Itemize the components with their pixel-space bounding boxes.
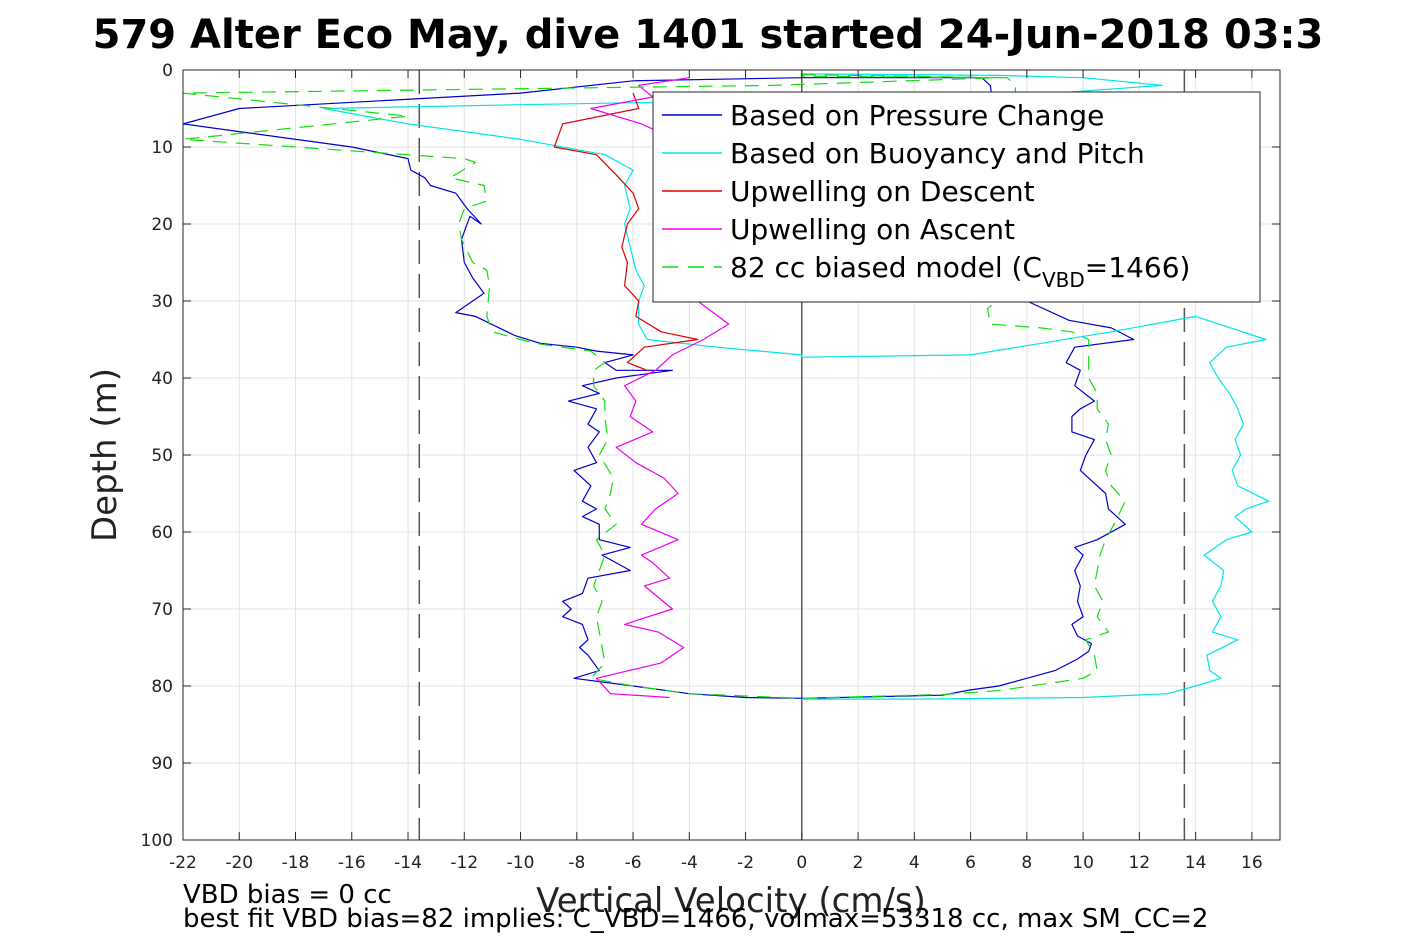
y-tick-label: 0 — [162, 61, 173, 81]
series-line-pressure — [183, 77, 1135, 699]
y-tick-label: 80 — [151, 677, 173, 697]
x-tick-label: -20 — [225, 853, 253, 873]
y-tick-label: 20 — [151, 215, 173, 235]
legend-label-up_asc: Upwelling on Ascent — [730, 213, 1015, 246]
x-tick-label: 2 — [853, 853, 864, 873]
x-tick-label: 8 — [1021, 853, 1032, 873]
y-tick-label: 90 — [151, 754, 173, 774]
legend: Based on Pressure Change Based on Buoyanc… — [652, 91, 1261, 303]
x-tick-label: 12 — [1129, 853, 1151, 873]
x-tick-label: 10 — [1072, 853, 1094, 873]
x-tick-label: -14 — [394, 853, 422, 873]
series-line-up_desc — [553, 92, 699, 371]
y-tick-label: 40 — [151, 369, 173, 389]
x-tick-label: -6 — [625, 853, 642, 873]
series-line-buoyancy — [323, 73, 1270, 700]
legend-label-buoyancy: Based on Buoyancy and Pitch — [730, 137, 1145, 170]
x-tick-label: -4 — [681, 853, 698, 873]
x-tick-label: -12 — [450, 853, 478, 873]
x-tick-label: 14 — [1185, 853, 1207, 873]
y-axis-label: Depth (m) — [85, 368, 125, 542]
series-line-model — [183, 74, 1126, 699]
legend-label-pressure: Based on Pressure Change — [730, 99, 1104, 132]
y-tick-label: 10 — [151, 138, 173, 158]
legend-label-up_desc: Upwelling on Descent — [730, 175, 1035, 208]
x-axis-label: Vertical Velocity (cm/s) — [536, 881, 926, 921]
x-tick-label: -8 — [568, 853, 585, 873]
x-tick-label: 0 — [796, 853, 807, 873]
footnote-vbd-bias: VBD bias = 0 cc — [183, 880, 392, 910]
x-tick-label: 16 — [1241, 853, 1263, 873]
x-tick-label: -22 — [169, 853, 197, 873]
x-tick-label: 6 — [965, 853, 976, 873]
axis-ticks: -22 -20 -18 -16 -14 -12 -10 -8 -6 -4 -2 0 2 4 6 8 10 12 14… — [141, 61, 1280, 873]
x-tick-label: -16 — [338, 853, 366, 873]
y-tick-label: 100 — [141, 831, 173, 851]
x-tick-label: -10 — [507, 853, 535, 873]
y-tick-label: 30 — [151, 292, 173, 312]
chart-title: 579 Alter Eco May, dive 1401 started 24-… — [93, 12, 1324, 58]
y-tick-label: 60 — [151, 523, 173, 543]
y-tick-label: 70 — [151, 600, 173, 620]
x-tick-label: 4 — [909, 853, 920, 873]
footnote-best-fit: best fit VBD bias=82 implies: C_VBD=1466… — [183, 904, 1208, 934]
legend-box — [652, 91, 1261, 303]
x-tick-label: -2 — [737, 853, 754, 873]
x-tick-label: -18 — [282, 853, 310, 873]
y-tick-label: 50 — [151, 446, 173, 466]
